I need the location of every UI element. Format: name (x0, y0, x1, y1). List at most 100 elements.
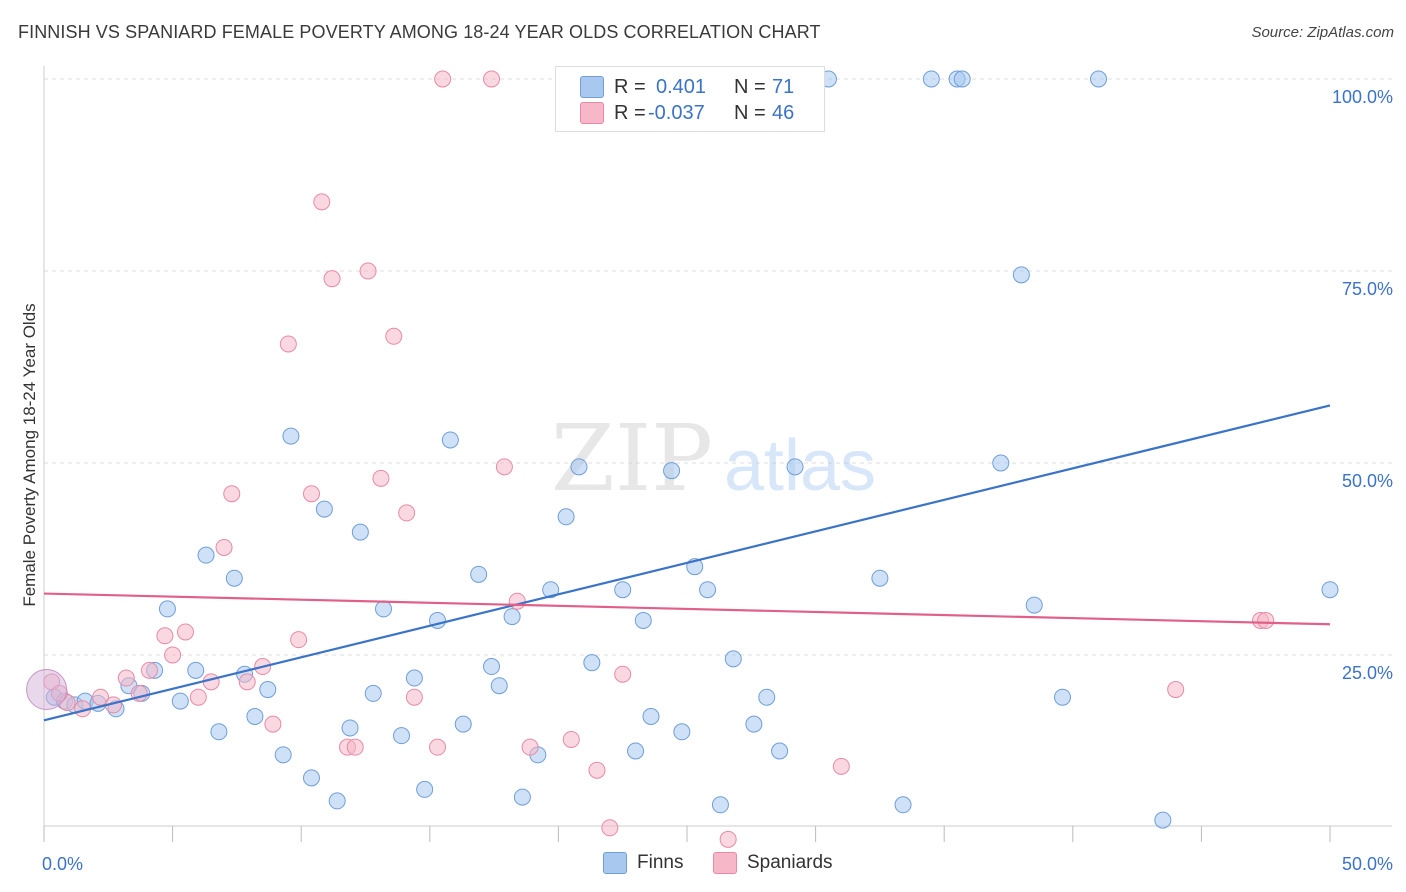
finns-point (992, 454, 1010, 472)
spaniards-point (495, 458, 513, 476)
finns-point (614, 581, 632, 599)
spaniards-trend-line (43, 592, 1331, 626)
finns-point (557, 508, 575, 526)
legend-item-finns[interactable]: Finns (603, 852, 683, 874)
spaniards-point (140, 661, 158, 679)
source-label: Source: ZipAtlas.com (1251, 24, 1394, 41)
r-value: 0.401 (656, 75, 707, 98)
n-value: 71 (772, 75, 795, 98)
spaniards-point (164, 646, 182, 664)
spaniards-point (359, 262, 377, 280)
spaniards-point (405, 688, 423, 706)
finns-point (894, 796, 912, 814)
finns-point (483, 658, 501, 676)
spaniards-point (601, 819, 619, 837)
finns-point (786, 458, 804, 476)
legend-row-finns: R = 0.401 N = 71 (556, 73, 824, 101)
finns-point (393, 727, 411, 745)
spaniards-point (483, 70, 501, 88)
finns-point (1054, 688, 1072, 706)
finns-point (364, 684, 382, 702)
spaniards-point (223, 485, 241, 503)
watermark: ZIP atlas (551, 405, 876, 512)
legend-item-spaniards[interactable]: Spaniards (713, 852, 833, 874)
spaniards-point (264, 715, 282, 733)
finns-point (158, 600, 176, 618)
r-label: R = (614, 101, 646, 124)
finns-point (441, 431, 459, 449)
finns-point (642, 707, 660, 725)
finns-point (315, 500, 333, 518)
legend-series: Finns Spaniards (0, 850, 1406, 880)
finns-point (583, 654, 601, 672)
spaniards-legend-label: Spaniards (747, 852, 833, 873)
finns-point (673, 723, 691, 741)
finns-point (302, 769, 320, 787)
legend-stats: R = 0.401 N = 71 R = -0.037 N = 46 (555, 66, 825, 132)
series-spaniards (26, 70, 1275, 848)
legend-row-spaniards: R = -0.037 N = 46 (556, 99, 824, 127)
spaniards-point (398, 504, 416, 522)
finns-point (871, 569, 889, 587)
finns-point (627, 742, 645, 760)
finns-point (570, 458, 588, 476)
finns-point (171, 692, 189, 710)
spaniards-point (117, 669, 135, 687)
finns-point (711, 796, 729, 814)
spaniards-point (1257, 611, 1275, 629)
finns-point (1025, 596, 1043, 614)
spaniards-point (323, 270, 341, 288)
finns-point (699, 581, 717, 599)
spaniards-point (156, 627, 174, 645)
finns-point (745, 715, 763, 733)
spaniards-point (346, 738, 364, 756)
finns-point (758, 688, 776, 706)
spaniards-point (290, 631, 308, 649)
spaniards-swatch (580, 102, 604, 124)
finns-point (724, 650, 742, 668)
n-label: N = (734, 75, 766, 98)
finns-point (542, 581, 560, 599)
finns-point (282, 427, 300, 445)
finns-point (351, 523, 369, 541)
x-tick-label: 0.0% (42, 854, 83, 874)
trend-lines (43, 404, 1331, 722)
n-label: N = (734, 101, 766, 124)
y-tick-label: 25.0% (1342, 663, 1393, 683)
axes (43, 66, 1392, 842)
finns-point (259, 681, 277, 699)
finns-swatch (580, 76, 604, 98)
spaniards-point (429, 738, 447, 756)
finns-point (274, 746, 292, 764)
spaniards-point (302, 485, 320, 503)
x-tick-label: 50.0% (1342, 854, 1393, 874)
spaniards-point (202, 673, 220, 691)
y-tick-label: 50.0% (1342, 471, 1393, 491)
finns-point (503, 608, 521, 626)
tick-labels: 25.0% 50.0% 75.0% 100.0% 0.0% 50.0% (42, 87, 1393, 874)
finns-point (328, 792, 346, 810)
finns-point (470, 565, 488, 583)
finns-point (341, 719, 359, 737)
finns-point (1012, 266, 1030, 284)
finns-point (771, 742, 789, 760)
spaniards-point (614, 665, 632, 683)
finns-point (1321, 581, 1339, 599)
y-tick-label: 100.0% (1332, 87, 1393, 107)
chart-title: FINNISH VS SPANIARD FEMALE POVERTY AMONG… (18, 22, 821, 42)
finns-point (1090, 70, 1108, 88)
gridlines (44, 78, 1392, 656)
finns-point (953, 70, 971, 88)
r-value: -0.037 (648, 101, 705, 124)
finns-point (634, 611, 652, 629)
spaniards-point (372, 469, 390, 487)
finns-point (375, 600, 393, 618)
finns-point (197, 546, 215, 564)
spaniards-point (562, 730, 580, 748)
finns-point (225, 569, 243, 587)
finns-legend-swatch (603, 852, 627, 874)
spaniards-point (176, 623, 194, 641)
spaniards-point (92, 688, 110, 706)
spaniards-point (279, 335, 297, 353)
